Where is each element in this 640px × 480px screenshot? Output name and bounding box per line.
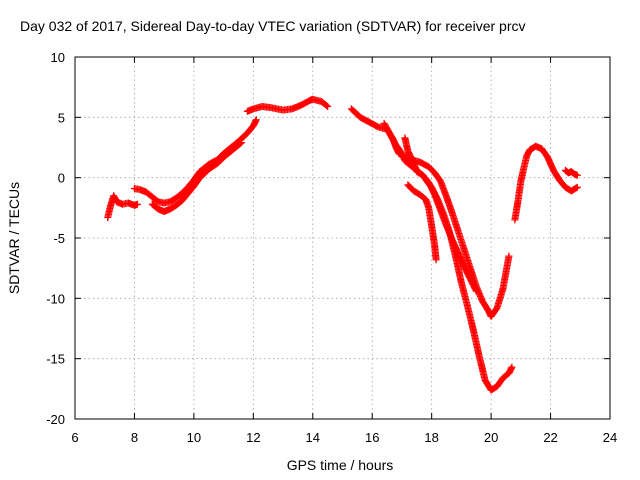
- series-arc-midday: [243, 95, 332, 115]
- data-point: [472, 286, 480, 294]
- data-point: [322, 102, 330, 110]
- series-arc-afternoon-d: [404, 181, 440, 264]
- data-point: [505, 252, 513, 260]
- series-arc-morning-b: [148, 139, 245, 215]
- y-tick-label: 5: [58, 110, 65, 125]
- axis-ticks: [74, 56, 611, 420]
- data-point: [237, 139, 245, 147]
- y-axis-label: SDTVAR / TECUs: [6, 182, 22, 294]
- x-tick-label: 20: [484, 430, 498, 445]
- x-tick-label: 22: [543, 430, 557, 445]
- data-point: [252, 116, 260, 124]
- y-tick-label: -20: [46, 412, 65, 427]
- data-point: [573, 183, 581, 191]
- series-arc-afternoon-c: [401, 134, 516, 394]
- x-tick-label: 24: [603, 430, 617, 445]
- grid: [75, 57, 610, 419]
- x-tick-label: 8: [131, 430, 138, 445]
- data-points: [104, 95, 581, 394]
- series-arc-late: [561, 166, 581, 179]
- x-tick-label: 10: [187, 430, 201, 445]
- data-point: [572, 184, 580, 192]
- x-tick-label: 18: [424, 430, 438, 445]
- chart-title: Day 032 of 2017, Sidereal Day-to-day VTE…: [20, 18, 526, 34]
- y-tick-label: -15: [46, 352, 65, 367]
- x-tick-label: 16: [365, 430, 379, 445]
- data-point: [236, 140, 244, 148]
- data-point: [432, 256, 440, 264]
- y-tick-label: -10: [46, 291, 65, 306]
- y-tick-label: 10: [51, 50, 65, 65]
- data-point: [133, 200, 141, 208]
- plot-frame: [74, 56, 611, 420]
- data-point: [472, 287, 480, 295]
- data-point: [508, 363, 516, 371]
- y-tick-label: 0: [58, 171, 65, 186]
- x-tick-label: 6: [71, 430, 78, 445]
- tick-labels: 6 8 10 12 14 16 18 20 22 24 -20 -15 -10 -5 0 5 10: [46, 50, 617, 445]
- series-arc-evening: [511, 142, 581, 224]
- x-tick-label: 12: [246, 430, 260, 445]
- data-point: [573, 171, 581, 179]
- x-axis-label: GPS time / hours: [287, 457, 394, 473]
- data-point: [324, 102, 332, 110]
- series-arc-morning-a: [130, 116, 260, 207]
- x-tick-label: 14: [306, 430, 320, 445]
- y-tick-label: -5: [53, 231, 65, 246]
- series-arc-early: [104, 192, 141, 221]
